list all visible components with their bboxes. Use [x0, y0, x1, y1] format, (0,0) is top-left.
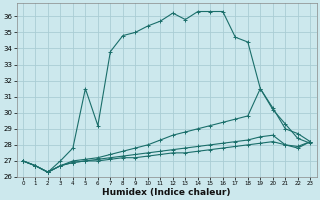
X-axis label: Humidex (Indice chaleur): Humidex (Indice chaleur) [102, 188, 231, 197]
